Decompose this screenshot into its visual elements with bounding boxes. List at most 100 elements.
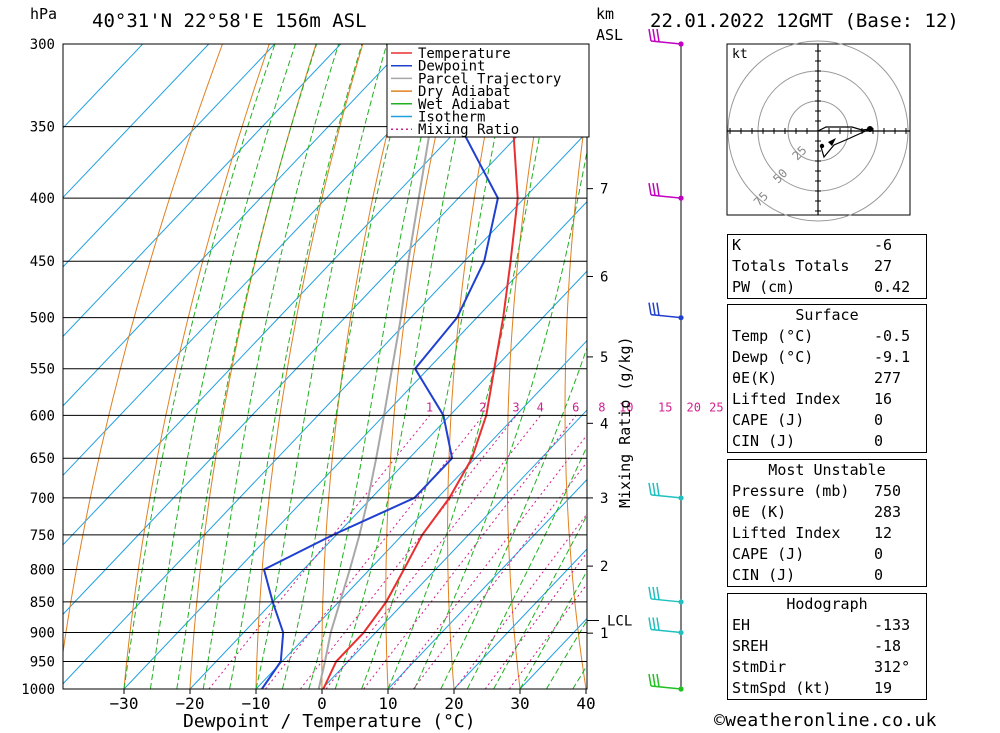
index-row-totals: Totals Totals 27	[732, 257, 893, 275]
legend-label: Temperature	[418, 46, 511, 62]
mixing-ratio-label: 20	[687, 400, 701, 414]
x-tick-label: 20	[444, 694, 463, 713]
isotherm-line	[63, 61, 587, 615]
surface-title: Surface	[795, 306, 859, 324]
km-tick-label: 3	[600, 491, 608, 507]
km-tick-label: 6	[600, 269, 608, 285]
lcl-label: LCL	[607, 614, 632, 630]
location-title: 40°31'N 22°58'E 156m ASL	[92, 10, 367, 32]
surface-row: CIN (J) 0	[732, 432, 884, 450]
x-axis-title: Dewpoint / Temperature (°C)	[183, 711, 476, 732]
mixing-ratio-label: 8	[598, 400, 605, 414]
wet-adiabat-line	[413, 149, 587, 689]
pressure-tick-label: 550	[30, 362, 55, 378]
surface-row: Dewp (°C) -9.1	[732, 348, 911, 366]
pressure-tick-label: 700	[30, 491, 55, 507]
legend-box	[386, 43, 590, 138]
mixing-ratio-line	[454, 513, 587, 689]
pressure-tick-label: 300	[30, 37, 55, 53]
isotherm-line	[453, 548, 587, 689]
legend-label: Wet Adiabat	[418, 97, 511, 113]
most-unstable-row: θE (K) 283	[732, 503, 902, 521]
isotherm-line	[63, 44, 474, 477]
datetime-title: 22.01.2022 12GMT (Base: 12)	[650, 10, 959, 32]
mixing-ratio-label: 15	[658, 400, 672, 414]
mixing-ratio-label: 10	[619, 400, 633, 414]
x-tick-label: 30	[510, 694, 529, 713]
hodograph-title: Hodograph	[786, 595, 868, 613]
isotherm-line	[123, 200, 587, 689]
mixing-ratio-label: 4	[537, 400, 544, 414]
asl-label: ASL	[596, 26, 623, 44]
hpa-label: hPa	[30, 5, 57, 23]
wind-barb	[648, 302, 684, 321]
legend-label: Mixing Ratio	[418, 122, 519, 138]
plot-frame	[62, 43, 588, 690]
most-unstable-title: Most Unstable	[768, 461, 886, 479]
x-tick-label: −10	[242, 694, 271, 713]
most-unstable-row: CIN (J) 0	[732, 566, 884, 584]
dry-adiabat-line	[971, 44, 1000, 689]
hodograph-marker	[867, 126, 873, 132]
isotherm-line	[63, 44, 342, 338]
most-unstable-row: Pressure (mb) 750	[732, 482, 902, 500]
indices-table-top: K -6 Totals Totals 27 PW (cm) 0.42	[727, 234, 927, 299]
most-unstable-row: CAPE (J) 0	[732, 545, 884, 563]
isotherm-line	[321, 409, 587, 689]
surface-row: CAPE (J) 0	[732, 411, 884, 429]
wet-adiabat-line	[493, 514, 587, 689]
wet-adiabat-line	[545, 619, 587, 689]
isotherm-line	[63, 44, 210, 199]
pressure-tick-label: 750	[30, 528, 55, 544]
isobar-lines	[63, 43, 587, 690]
parcel-trajectory-profile	[317, 44, 448, 689]
hodograph-table: Hodograph EH -133 SREH -18 StmDir 312° StmS…	[727, 593, 927, 700]
wet-adiabat-line	[255, 44, 388, 689]
hodograph-row: StmSpd (kt) 19	[732, 679, 893, 697]
wet-adiabat-line	[123, 44, 276, 689]
wet-adiabat-line	[334, 44, 478, 689]
mixing-ratio-label: 3	[512, 400, 519, 414]
isotherm-line	[63, 131, 587, 685]
wind-barb	[648, 182, 684, 201]
axis-labels: 3003504004505005506006507007508008509009…	[21, 37, 595, 713]
most-unstable-table: Most Unstable Pressure (mb) 750 θE (K) 283…	[727, 459, 927, 587]
legend-label: Parcel Trajectory	[418, 71, 561, 87]
km-label: km	[596, 5, 614, 23]
pressure-tick-label: 900	[30, 626, 55, 642]
wind-barb	[648, 673, 684, 692]
mixing-ratio-label: 6	[572, 400, 579, 414]
dry-adiabat-line	[924, 44, 1000, 689]
x-tick-label: 0	[317, 694, 327, 713]
pressure-tick-label: 500	[30, 311, 55, 327]
hodograph-storm-motion	[819, 143, 825, 149]
index-row-k: K -6	[732, 236, 893, 254]
pressure-tick-label: 850	[30, 595, 55, 611]
dewpoint-profile	[261, 44, 499, 689]
wet-adiabat-line	[176, 44, 318, 689]
mixing-ratio-label: 1	[426, 400, 433, 414]
mixing-ratio-line	[363, 414, 577, 689]
surface-row: θE(K) 277	[732, 369, 902, 387]
hodograph-row: SREH -18	[732, 637, 902, 655]
legend-label: Dry Adiabat	[418, 84, 511, 100]
hodograph-trace	[817, 126, 871, 159]
dry-adiabat-line	[123, 44, 270, 689]
dry-adiabat-line	[189, 44, 317, 689]
isotherm-line	[63, 44, 408, 407]
surface-row: Temp (°C) -0.5	[732, 327, 911, 345]
pressure-tick-label: 950	[30, 655, 55, 671]
wind-barb	[648, 482, 684, 501]
mixing-ratio-label: 2	[479, 400, 486, 414]
isotherm-line	[189, 270, 587, 689]
km-tick-label: 1	[600, 626, 608, 642]
x-tick-label: −30	[110, 694, 139, 713]
surface-row: Lifted Index 16	[732, 390, 893, 408]
wind-barb	[648, 28, 684, 47]
mixing-ratio-line	[484, 551, 587, 689]
profile-lines	[261, 44, 540, 689]
pressure-tick-label: 650	[30, 451, 55, 467]
